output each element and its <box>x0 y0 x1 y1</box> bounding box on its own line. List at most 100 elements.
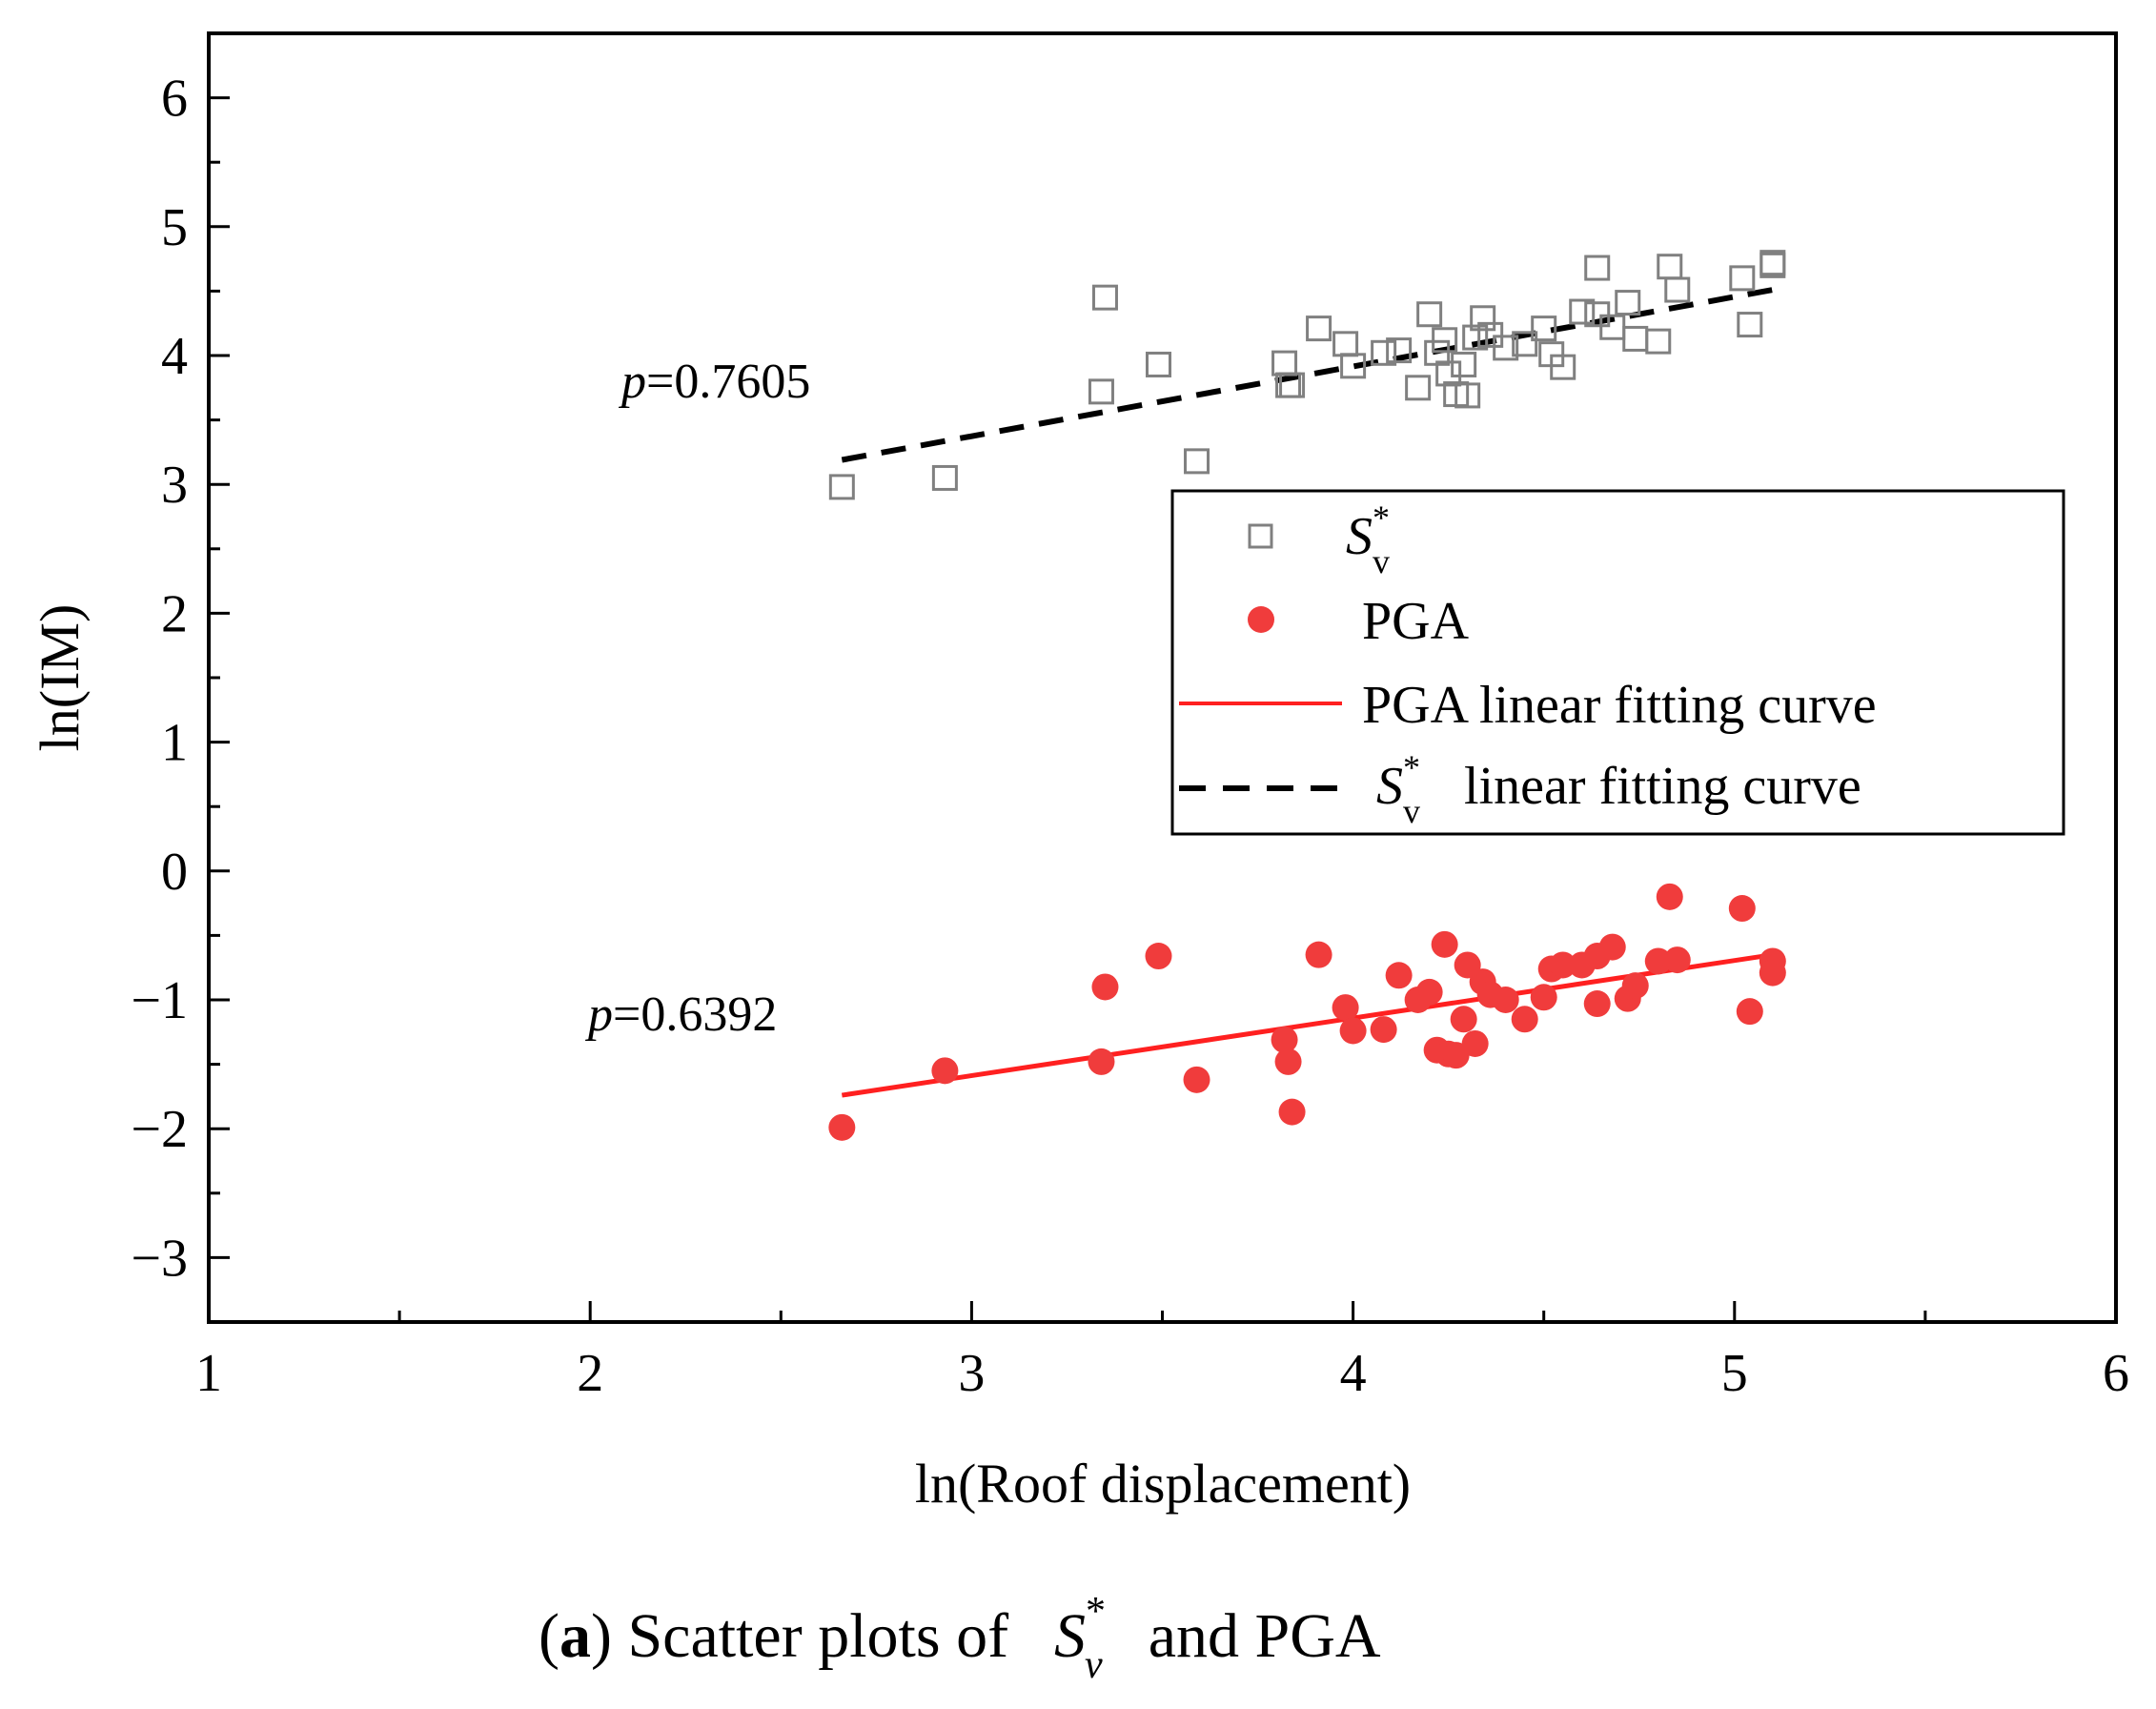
legend-label-sv-fit: S* v linear fitting curve <box>1376 748 1861 830</box>
sv-point <box>1271 350 1298 376</box>
legend-label-sv: S* v <box>1346 498 1390 580</box>
pga-point <box>1274 1048 1302 1075</box>
axis-tick-labels: 1 2 3 4 5 6 −3 −2 −1 0 1 2 3 4 5 6 <box>131 70 2129 1403</box>
sv-point <box>1512 331 1538 357</box>
pga-point <box>1511 1006 1538 1033</box>
pga-point <box>1088 1048 1115 1075</box>
figure-caption: (a) Scatter plots of S* v and PGA <box>539 1590 1381 1687</box>
legend-marker-pga-circle <box>1248 606 1274 633</box>
pga-point <box>1385 962 1413 989</box>
pga-point <box>1370 1016 1397 1044</box>
pga-fit-line <box>841 952 1774 1098</box>
sv-point <box>1657 254 1683 280</box>
pga-point <box>1656 883 1683 910</box>
pga-point <box>1759 959 1786 987</box>
sv-point <box>1371 339 1397 366</box>
y-tick-label: 2 <box>161 584 188 643</box>
sv-point <box>1416 301 1443 328</box>
legend: S* v PGA PGA linear fitting curve S* v line… <box>1170 489 2065 836</box>
y-tick-label: 1 <box>161 714 188 773</box>
sv-point <box>1584 254 1611 281</box>
pga-point <box>1549 951 1576 979</box>
x-tick-label: 5 <box>1721 1344 1748 1403</box>
pga-point <box>828 1113 856 1141</box>
sv-point <box>1435 360 1462 387</box>
y-tick-label: 3 <box>161 456 188 515</box>
sv-point <box>1664 276 1691 303</box>
sv-point <box>1615 290 1641 316</box>
pga-point <box>1461 1029 1489 1057</box>
pga-point <box>1450 1006 1477 1033</box>
x-tick-label: 3 <box>958 1344 985 1403</box>
pga-point <box>1415 978 1443 1006</box>
x-tick-label: 2 <box>577 1344 603 1403</box>
sv-point <box>1451 351 1477 377</box>
pga-point <box>1736 998 1763 1026</box>
sv-point <box>828 474 855 500</box>
sv-point <box>1432 327 1458 354</box>
pga-point <box>1598 933 1626 961</box>
sv-point <box>1184 448 1210 475</box>
pga-point <box>1278 1098 1306 1126</box>
pga-point <box>1339 1017 1367 1045</box>
axis-ticks <box>207 31 2118 1324</box>
sv-point <box>931 464 958 491</box>
data-points <box>828 250 1786 1141</box>
x-tick-label: 6 <box>2103 1344 2129 1403</box>
sv-point <box>1531 315 1557 342</box>
sv-point <box>1454 382 1481 409</box>
y-tick-label: −1 <box>131 971 188 1030</box>
pga-point <box>1728 895 1756 923</box>
sv-point <box>1645 328 1672 355</box>
sv-point <box>1569 298 1596 325</box>
sv-point <box>1550 354 1576 380</box>
sv-point <box>1405 375 1432 401</box>
annotation-sv-correlation: p=0.7605 <box>618 355 810 409</box>
pga-point <box>1492 987 1519 1013</box>
pga-point <box>1271 1026 1298 1053</box>
sv-point <box>1279 372 1306 398</box>
sv-point <box>1477 321 1504 348</box>
pga-point <box>1583 990 1611 1018</box>
pga-point <box>1621 972 1649 1000</box>
annotation-pga-correlation: p=0.6392 <box>584 987 777 1042</box>
sv-point <box>1737 312 1763 338</box>
pga-point <box>1332 994 1359 1022</box>
fit-lines <box>841 287 1774 1098</box>
sv-point <box>1340 353 1367 379</box>
sv-point <box>1462 324 1489 351</box>
sv-point <box>1306 315 1332 342</box>
y-axis-title: ln(IM) <box>29 604 91 752</box>
legend-label-pga-fit: PGA linear fitting curve <box>1362 676 1877 735</box>
x-axis-title: ln(Roof displacement) <box>915 1453 1411 1515</box>
pga-point <box>1145 943 1172 970</box>
pga-point <box>1431 930 1458 958</box>
pga-point <box>1530 984 1557 1011</box>
sv-point <box>1332 331 1359 357</box>
pga-point <box>1183 1066 1210 1093</box>
sv-point <box>1493 335 1519 361</box>
sv-point <box>1622 325 1649 352</box>
y-tick-label: −2 <box>131 1100 188 1159</box>
sv-point <box>1145 351 1171 377</box>
x-tick-label: 1 <box>195 1344 222 1403</box>
pga-point <box>1644 947 1672 975</box>
legend-marker-sv-square <box>1248 523 1273 549</box>
legend-frame <box>1170 489 2065 836</box>
x-tick-label: 4 <box>1340 1344 1367 1403</box>
pga-point <box>1305 941 1332 968</box>
sv-point <box>1729 265 1756 292</box>
pga-point <box>931 1057 959 1085</box>
sv-point <box>1386 337 1413 364</box>
pga-point <box>1663 946 1691 974</box>
y-tick-label: 4 <box>161 327 188 386</box>
sv-point <box>1470 305 1496 332</box>
sv-point <box>1088 378 1114 405</box>
y-tick-label: 6 <box>161 70 188 129</box>
y-tick-label: 5 <box>161 198 188 257</box>
y-tick-label: −3 <box>131 1229 188 1288</box>
sv-point <box>1584 301 1611 328</box>
sv-point <box>1091 284 1118 311</box>
pga-point <box>1091 973 1119 1001</box>
